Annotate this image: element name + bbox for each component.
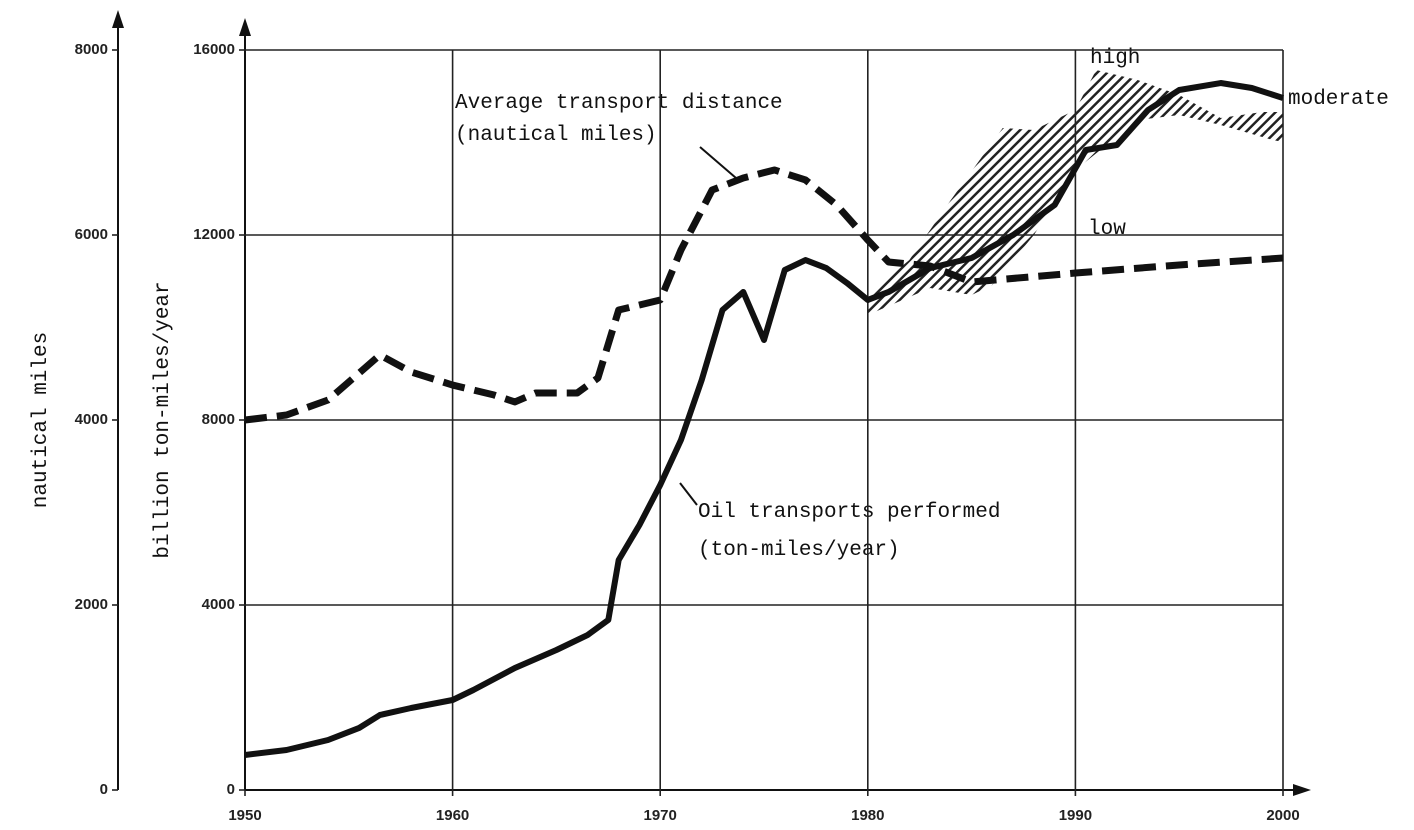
forecast-band <box>867 69 1283 316</box>
annotation: moderate <box>1288 88 1389 111</box>
annotation: high <box>1090 47 1140 70</box>
series-line <box>244 80 1284 758</box>
arrow <box>1293 784 1311 796</box>
leader-line <box>679 482 698 506</box>
annotation: (nautical miles) <box>455 124 657 147</box>
y-tick-label: 12000 <box>193 226 235 243</box>
y2-tick-label: 4000 <box>75 411 108 428</box>
y-tick-label: 0 <box>227 781 235 798</box>
x-tick-label: 1950 <box>228 807 261 824</box>
annotation: low <box>1088 218 1126 241</box>
annotation: Oil transports performed <box>698 501 1000 524</box>
y-tick-label: 8000 <box>202 411 235 428</box>
y2-tick-label: 6000 <box>75 226 108 243</box>
leader-line <box>699 146 737 179</box>
y2-axis-label: nautical miles <box>30 332 53 508</box>
y2-tick-label: 0 <box>100 781 108 798</box>
arrow <box>112 10 124 28</box>
label-box <box>1080 42 1160 72</box>
annotation: (ton-miles/year) <box>698 539 900 562</box>
arrow <box>239 18 251 36</box>
annotation: Average transport distance <box>455 92 783 115</box>
x-tick-label: 1990 <box>1059 807 1092 824</box>
y2-tick-label: 8000 <box>75 41 108 58</box>
y-axis-label: billion ton-miles/year <box>152 281 175 558</box>
x-tick-label: 2000 <box>1266 807 1299 824</box>
x-tick-label: 1960 <box>436 807 469 824</box>
y2-tick-label: 2000 <box>75 596 108 613</box>
y-tick-label: 16000 <box>193 41 235 58</box>
x-tick-label: 1980 <box>851 807 884 824</box>
x-tick-label: 1970 <box>644 807 677 824</box>
y-tick-label: 4000 <box>202 596 235 613</box>
series-line <box>244 166 1284 424</box>
